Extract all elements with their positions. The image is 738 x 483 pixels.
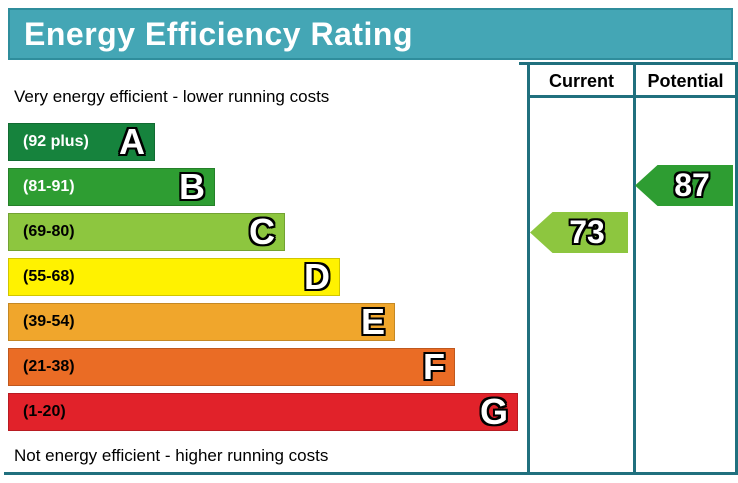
chart-bottom-border [4,472,738,475]
bottom-caption: Not energy efficient - higher running co… [14,446,329,465]
band-letter-b: B [179,166,205,207]
potential-rating-arrow: 87 [635,165,733,206]
current-rating-arrow: 73 [530,212,628,253]
table-right-border [735,62,738,475]
band-letter-g: G [479,391,508,432]
band-bar-f: (21-38) F [8,348,455,386]
band-range-label-c: (69-80) [23,223,75,240]
band-range-label-g: (1-20) [23,403,66,420]
band-bar-a: (92 plus) A [8,123,155,161]
table-header-separator [527,95,738,98]
potential-rating-value: 87 [674,167,710,203]
table-middle-border [633,62,636,475]
band-letter-d: D [304,256,330,297]
band-range-label-d: (55-68) [23,268,75,285]
band-range-label-e: (39-54) [23,313,75,330]
current-rating-value: 73 [569,214,605,250]
top-caption: Very energy efficient - lower running co… [14,87,330,106]
band-bar-e: (39-54) E [8,303,395,341]
band-range-label-b: (81-91) [23,178,75,195]
table-left-border [527,62,530,475]
current-column-header: Current [548,71,614,91]
band-bar-d: (55-68) D [8,258,340,296]
band-bar-c: (69-80) C [8,213,285,251]
chart-title: Energy Efficiency Rating [24,15,413,52]
band-bar-b: (81-91) B [8,168,215,206]
band-range-label-a: (92 plus) [23,133,89,150]
band-letter-f: F [423,346,445,387]
chart-title-bar: Energy Efficiency Rating [8,8,733,60]
band-letter-e: E [360,301,385,342]
band-letter-c: C [249,211,275,252]
band-letter-a: A [119,121,145,162]
band-bar-g: (1-20) G [8,393,518,431]
potential-column-header: Potential [647,71,724,91]
table-top-border [519,62,738,65]
band-range-label-f: (21-38) [23,358,75,375]
